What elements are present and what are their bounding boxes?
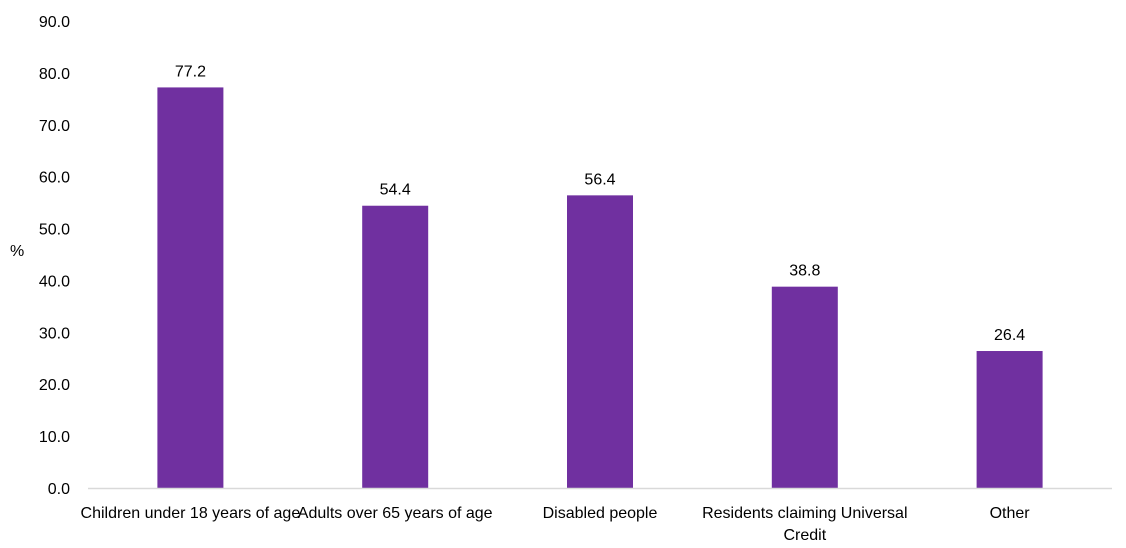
bar (567, 195, 633, 488)
data-label: 54.4 (380, 182, 411, 199)
y-tick-label: 10.0 (39, 429, 70, 446)
x-tick-label: Other (989, 505, 1030, 522)
x-tick-label: Adults over 65 years of age (297, 505, 493, 522)
y-tick-label: 70.0 (39, 118, 70, 135)
x-tick-label: Residents claiming Universal Credit (702, 505, 908, 544)
y-tick-label: 80.0 (39, 66, 70, 83)
y-tick-label: 40.0 (39, 273, 70, 290)
y-tick-label: 20.0 (39, 377, 70, 394)
x-tick-label: Disabled people (542, 505, 658, 522)
x-tick-label: Children under 18 years of age (80, 505, 301, 522)
bar (771, 286, 838, 488)
y-tick-label: 50.0 (39, 222, 70, 239)
y-axis-title: % (10, 243, 25, 260)
y-tick-label: 30.0 (39, 325, 70, 342)
y-tick-label: 90.0 (39, 14, 70, 31)
data-label: 56.4 (584, 171, 615, 188)
data-label: 38.8 (789, 263, 820, 280)
bar (976, 351, 1043, 488)
y-tick-label: 60.0 (39, 170, 70, 187)
bar (362, 205, 429, 489)
data-label: 26.4 (994, 327, 1025, 344)
bar (157, 87, 224, 488)
y-tick-label: 0.0 (48, 481, 70, 498)
data-label: 77.2 (175, 63, 206, 80)
